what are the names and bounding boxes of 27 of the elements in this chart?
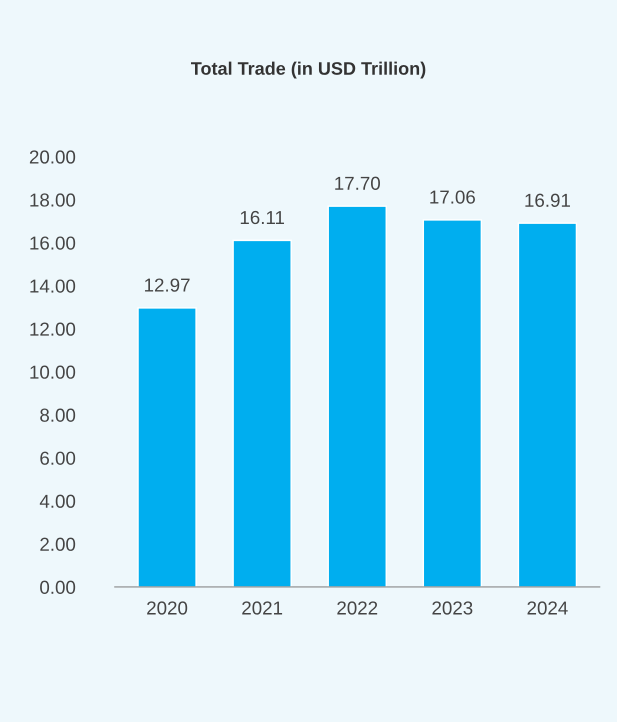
x-tick-label: 2022 (337, 601, 378, 615)
bar (328, 205, 387, 587)
data-label: 17.06 (430, 190, 475, 204)
y-tick-label: 2.00 (40, 538, 76, 551)
y-tick-label: 10.00 (30, 366, 76, 379)
bar (422, 219, 482, 587)
y-tick-label: 14.00 (30, 279, 76, 293)
x-tick-label: 2024 (528, 601, 568, 615)
y-tick-label: 6.00 (40, 452, 76, 465)
bar (137, 307, 197, 587)
y-tick-label: 20.00 (30, 150, 76, 164)
data-label: 12.97 (145, 278, 190, 292)
y-tick-label: 0.00 (40, 580, 76, 594)
data-label: 16.91 (525, 194, 570, 207)
x-tick-label: 2023 (432, 601, 472, 615)
y-tick-label: 4.00 (40, 494, 76, 508)
y-tick-label: 18.00 (30, 193, 76, 207)
x-tick-label: 2020 (147, 601, 188, 615)
x-tick-label: 2021 (242, 601, 282, 615)
chart-title: Total Trade (in USD Trillion) (191, 62, 426, 78)
y-tick-label: 12.00 (30, 322, 76, 336)
y-tick-label: 8.00 (40, 408, 76, 422)
data-label: 16.11 (240, 210, 284, 224)
bar (518, 222, 578, 587)
y-tick-label: 16.00 (30, 236, 76, 250)
data-label: 17.70 (335, 176, 380, 190)
bar (232, 240, 292, 587)
